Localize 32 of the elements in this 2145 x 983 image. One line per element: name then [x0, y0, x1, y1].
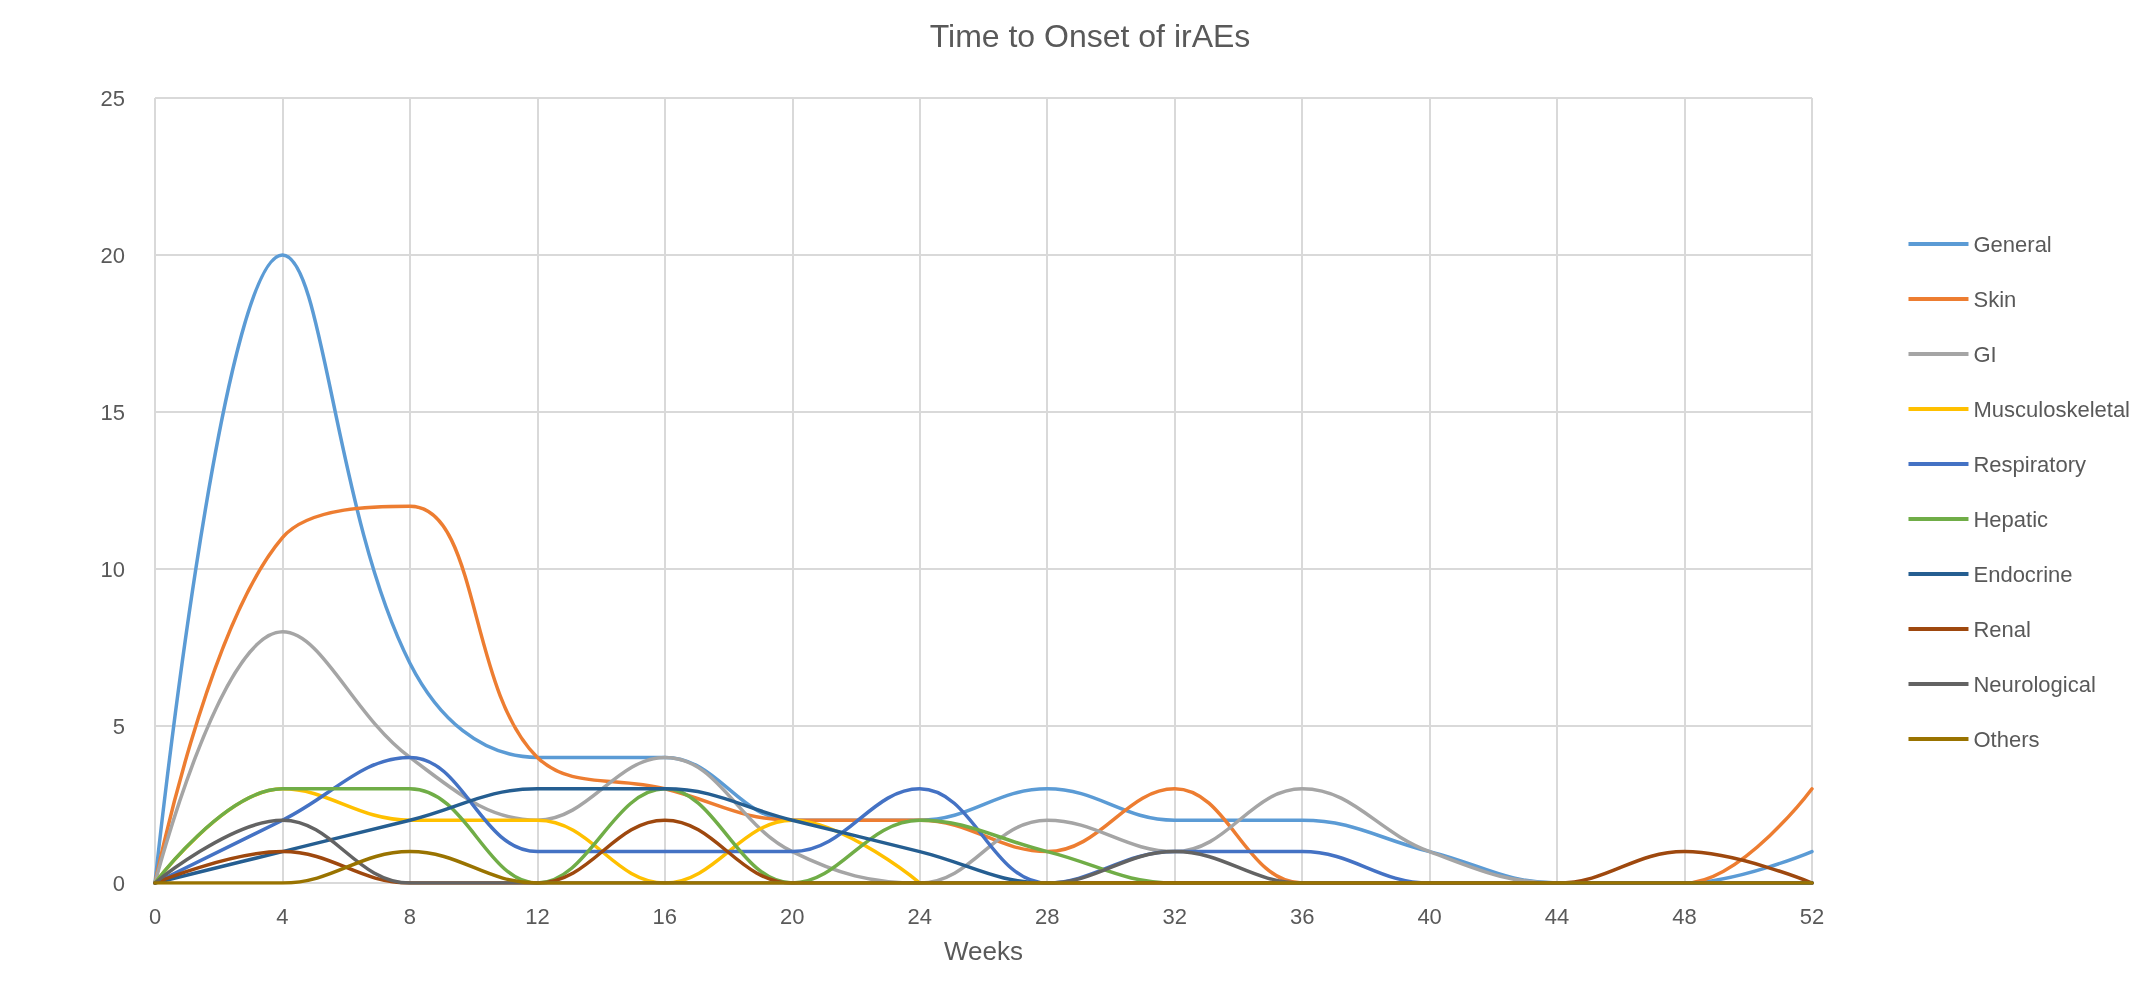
x-tick-label: 44	[1544, 903, 1570, 929]
legend-label: Hepatic	[1973, 506, 2049, 532]
x-tick-label: 0	[148, 903, 162, 929]
y-tick-label: 10	[100, 556, 125, 582]
x-tick-label: 28	[1034, 903, 1060, 929]
legend-label: Neurological	[1973, 671, 2096, 697]
legend-label: Skin	[1973, 286, 2017, 312]
x-tick-label: 12	[525, 903, 550, 929]
x-tick-label: 40	[1417, 903, 1442, 929]
x-tick-label: 48	[1672, 903, 1697, 929]
legend-label: Musculoskeletal	[1973, 396, 2130, 422]
legend-label: Renal	[1973, 616, 2031, 642]
y-tick-label: 20	[100, 242, 125, 268]
y-tick-label: 0	[112, 870, 125, 896]
x-axis-title: Weeks	[944, 936, 1023, 966]
chart-title: Time to Onset of irAEs	[929, 18, 1251, 54]
x-tick-label: 36	[1289, 903, 1315, 929]
legend-label: Respiratory	[1973, 451, 2086, 477]
x-tick-label: 52	[1799, 903, 1825, 929]
legend-label: GI	[1973, 341, 1997, 367]
legend-label: Endocrine	[1973, 561, 2073, 587]
x-tick-label: 20	[780, 903, 805, 929]
legend-label: Others	[1973, 726, 2040, 752]
x-tick-label: 16	[652, 903, 678, 929]
x-tick-label: 4	[276, 903, 289, 929]
x-tick-label: 32	[1162, 903, 1187, 929]
y-tick-label: 5	[112, 713, 125, 739]
legend-label: General	[1973, 231, 2052, 257]
x-tick-label: 8	[403, 903, 417, 929]
y-tick-label: 25	[100, 85, 125, 111]
y-tick-label: 15	[100, 399, 125, 425]
x-tick-label: 24	[907, 903, 933, 929]
